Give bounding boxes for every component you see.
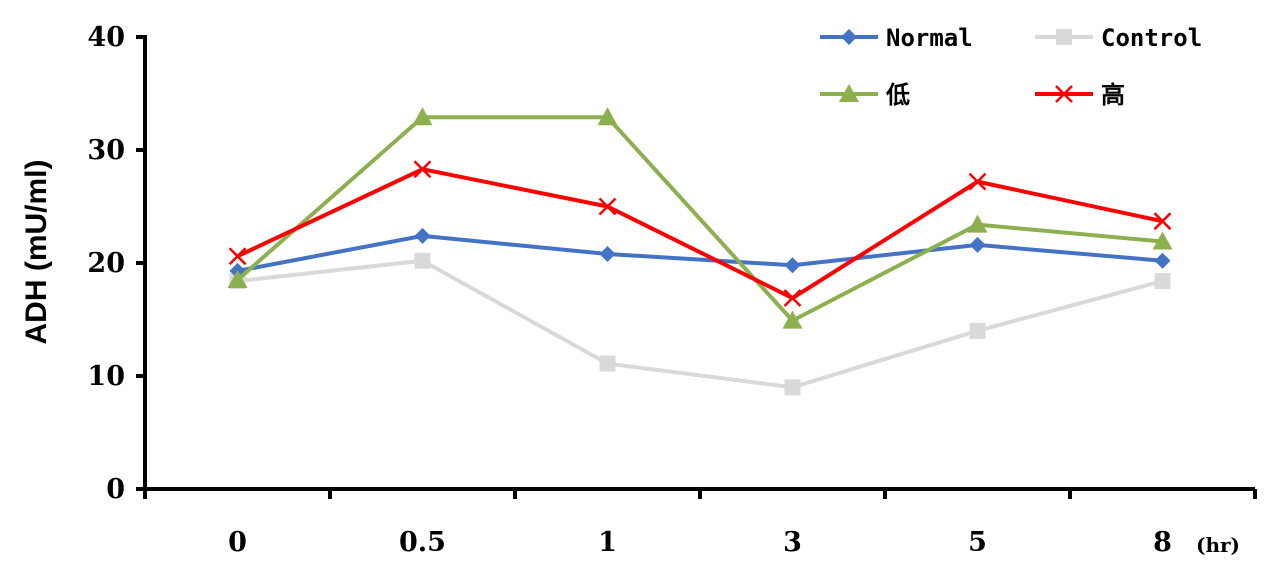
data-point — [784, 379, 801, 396]
data-point — [1154, 273, 1171, 290]
y-tick-label: 30 — [87, 135, 125, 166]
data-point — [414, 227, 431, 244]
data-point — [598, 197, 617, 216]
series-3 — [228, 160, 1172, 307]
data-point — [1154, 252, 1171, 269]
x-tick-label: 1 — [598, 527, 617, 558]
data-point — [784, 257, 801, 274]
legend-item: 高 — [1035, 81, 1125, 109]
axes: 0 10 20 30 40 0 0.5 1 3 5 8 — [87, 22, 1257, 558]
legend-item: Control — [1035, 24, 1202, 52]
y-tick-label: 0 — [106, 474, 125, 505]
series-line — [236, 115, 1163, 323]
data-point — [969, 322, 986, 339]
y-tick-label: 40 — [87, 22, 125, 53]
series-1 — [229, 252, 1171, 396]
x-tick-label: 0 — [228, 527, 247, 558]
x-marker-stroke — [968, 172, 987, 191]
legend-label: Control — [1101, 24, 1202, 52]
data-point — [1153, 212, 1172, 231]
legend: Normal Control 低 高 — [820, 24, 1202, 109]
data-point — [969, 236, 986, 253]
x-marker-stroke — [1153, 212, 1172, 231]
x-marker-stroke — [228, 247, 247, 266]
y-tick-label: 10 — [87, 361, 125, 392]
series-line — [237, 233, 1163, 273]
data-point — [968, 172, 987, 191]
data-point — [1152, 231, 1173, 250]
legend-item: Normal — [820, 24, 973, 52]
data-point — [599, 245, 616, 262]
x-marker-stroke — [783, 289, 802, 307]
legend-swatch-marker — [839, 84, 859, 102]
y-axis-title: ADH (mU/ml) — [20, 160, 53, 345]
data-point — [414, 252, 431, 269]
x-axis-unit-label: (hr) — [1196, 533, 1240, 557]
legend-swatch-marker — [1056, 29, 1072, 45]
data-point — [783, 289, 802, 307]
data-point — [413, 160, 432, 179]
legend-label: 低 — [885, 81, 910, 109]
series-line — [237, 258, 1164, 390]
legend-label: Normal — [886, 24, 973, 52]
data-point — [597, 107, 618, 126]
legend-swatch-marker — [1055, 85, 1073, 103]
series-line — [236, 167, 1163, 301]
data-point — [782, 310, 803, 329]
y-tick-label: 20 — [87, 248, 125, 279]
x-tick-label: 5 — [968, 527, 987, 558]
x-tick-label: 8 — [1153, 527, 1172, 558]
data-point — [227, 269, 248, 288]
legend-swatch-marker — [841, 29, 857, 45]
series-2 — [227, 107, 1173, 329]
data-point — [599, 355, 616, 372]
data-point — [412, 107, 433, 126]
series-layer — [227, 107, 1173, 396]
x-marker-stroke — [1055, 85, 1073, 103]
data-point — [967, 214, 988, 233]
legend-label: 高 — [1101, 81, 1125, 109]
x-tick-label: 3 — [783, 527, 802, 558]
data-point — [228, 247, 247, 266]
x-tick-label: 0.5 — [399, 527, 446, 558]
legend-item: 低 — [820, 81, 910, 109]
x-marker-stroke — [598, 197, 617, 216]
x-marker-stroke — [413, 160, 432, 179]
